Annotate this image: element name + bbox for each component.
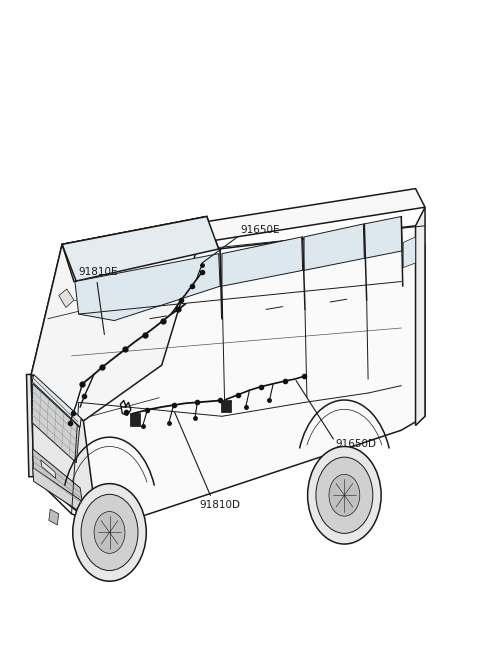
FancyBboxPatch shape <box>130 413 140 426</box>
Polygon shape <box>62 189 425 263</box>
Polygon shape <box>62 216 219 281</box>
Text: 91650E: 91650E <box>240 226 279 236</box>
Polygon shape <box>364 216 402 258</box>
Polygon shape <box>304 224 364 270</box>
Ellipse shape <box>329 474 360 516</box>
Polygon shape <box>403 237 416 268</box>
Polygon shape <box>31 216 207 421</box>
Polygon shape <box>31 216 425 528</box>
Polygon shape <box>32 375 81 428</box>
Polygon shape <box>41 460 56 478</box>
Polygon shape <box>31 375 97 528</box>
FancyBboxPatch shape <box>221 400 230 411</box>
Text: 91810E: 91810E <box>79 267 118 277</box>
Polygon shape <box>49 509 59 525</box>
Polygon shape <box>26 375 34 477</box>
Ellipse shape <box>316 457 373 533</box>
Ellipse shape <box>308 447 381 544</box>
Polygon shape <box>32 384 80 462</box>
Text: 91650D: 91650D <box>335 439 376 449</box>
Ellipse shape <box>94 512 125 553</box>
Polygon shape <box>59 289 74 308</box>
Text: 91810D: 91810D <box>200 500 240 510</box>
Polygon shape <box>33 467 100 525</box>
Polygon shape <box>416 207 425 426</box>
Polygon shape <box>75 254 220 321</box>
Polygon shape <box>222 237 302 286</box>
Ellipse shape <box>81 495 138 571</box>
Polygon shape <box>33 449 84 509</box>
Ellipse shape <box>73 483 146 581</box>
